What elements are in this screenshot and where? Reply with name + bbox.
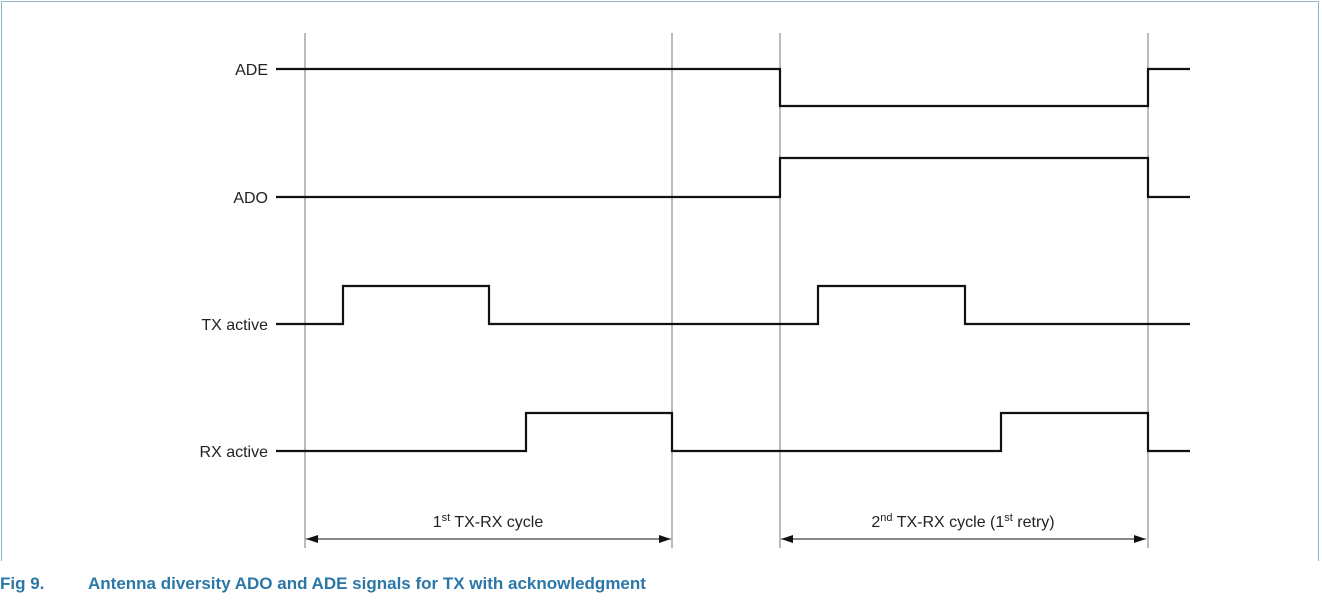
figure-caption: Fig 9. Antenna diversity ADO and ADE sig… [0, 574, 1322, 604]
signal-waveforms [276, 67, 1190, 453]
cycle-annotations: 1st TX-RX cycle 2nd TX-RX cycle (1st ret… [306, 512, 1146, 543]
cycle-boundary-lines [304, 33, 1149, 548]
caption-number: Fig 9. [0, 574, 45, 593]
waveform-tx-active [276, 284, 1190, 326]
cycle-2-label: 2nd TX-RX cycle (1st retry) [871, 512, 1054, 531]
cycle-2-arrow-right [1134, 535, 1146, 543]
label-tx-active: TX active [201, 317, 268, 334]
figure-frame [1, 1, 1319, 561]
caption-text: Antenna diversity ADO and ADE signals fo… [88, 574, 646, 593]
cycle-1-arrow-right [659, 535, 671, 543]
waveform-rx-active [276, 411, 1190, 453]
signal-labels: ADE ADO TX active RX active [200, 62, 269, 461]
label-ado: ADO [233, 190, 268, 207]
waveform-ado [276, 156, 1190, 199]
waveform-ade [276, 67, 1190, 108]
cycle-1-label: 1st TX-RX cycle [433, 512, 544, 531]
label-rx-active: RX active [200, 444, 269, 461]
timing-diagram: ADE ADO TX active RX active 1st TX-RX cycle… [200, 33, 1190, 548]
label-ade: ADE [235, 62, 268, 79]
cycle-1-arrow-left [306, 535, 318, 543]
cycle-2-arrow-left [781, 535, 793, 543]
